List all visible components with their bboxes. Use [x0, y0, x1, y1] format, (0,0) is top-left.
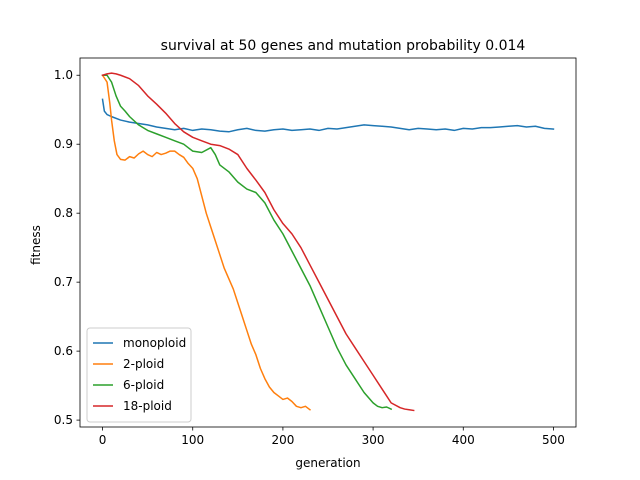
legend-label-18-ploid: 18-ploid	[123, 399, 172, 413]
series-line-monoploid	[101, 98, 555, 133]
legend-label-6-ploid: 6-ploid	[123, 378, 164, 392]
axes-frame	[79, 57, 577, 428]
x-tick-label: 300	[362, 433, 385, 447]
x-tick-label: 500	[542, 433, 565, 447]
series-line-6-ploid	[101, 74, 393, 411]
x-tick-label: 200	[271, 433, 294, 447]
chart-title: survival at 50 genes and mutation probab…	[161, 38, 526, 54]
axes: 0 100 200 300 400 500 0.5 0.6 0.7 0.8 0.9 1.0	[54, 57, 577, 447]
legend-label-2-ploid: 2-ploid	[123, 357, 164, 371]
x-axis-label: generation	[295, 456, 360, 470]
legend-label-monoploid: monoploid	[123, 336, 186, 350]
legend: monoploid 2-ploid 6-ploid 18-ploid	[86, 327, 192, 423]
legend-box	[86, 327, 192, 423]
plot-area	[101, 72, 555, 412]
y-tick-label: 0.8	[54, 206, 73, 220]
y-tick-label: 0.7	[54, 275, 73, 289]
y-axis-label: fitness	[29, 225, 43, 265]
x-tick-label: 0	[99, 433, 107, 447]
x-tick-label: 400	[452, 433, 475, 447]
y-tick-label: 1.0	[54, 68, 73, 82]
y-tick-label: 0.9	[54, 137, 73, 151]
series-line-18-ploid	[101, 72, 415, 412]
series-line-2-ploid	[101, 74, 312, 411]
y-tick-label: 0.6	[54, 344, 73, 358]
x-tick-label: 100	[181, 433, 204, 447]
y-tick-label: 0.5	[54, 413, 73, 427]
